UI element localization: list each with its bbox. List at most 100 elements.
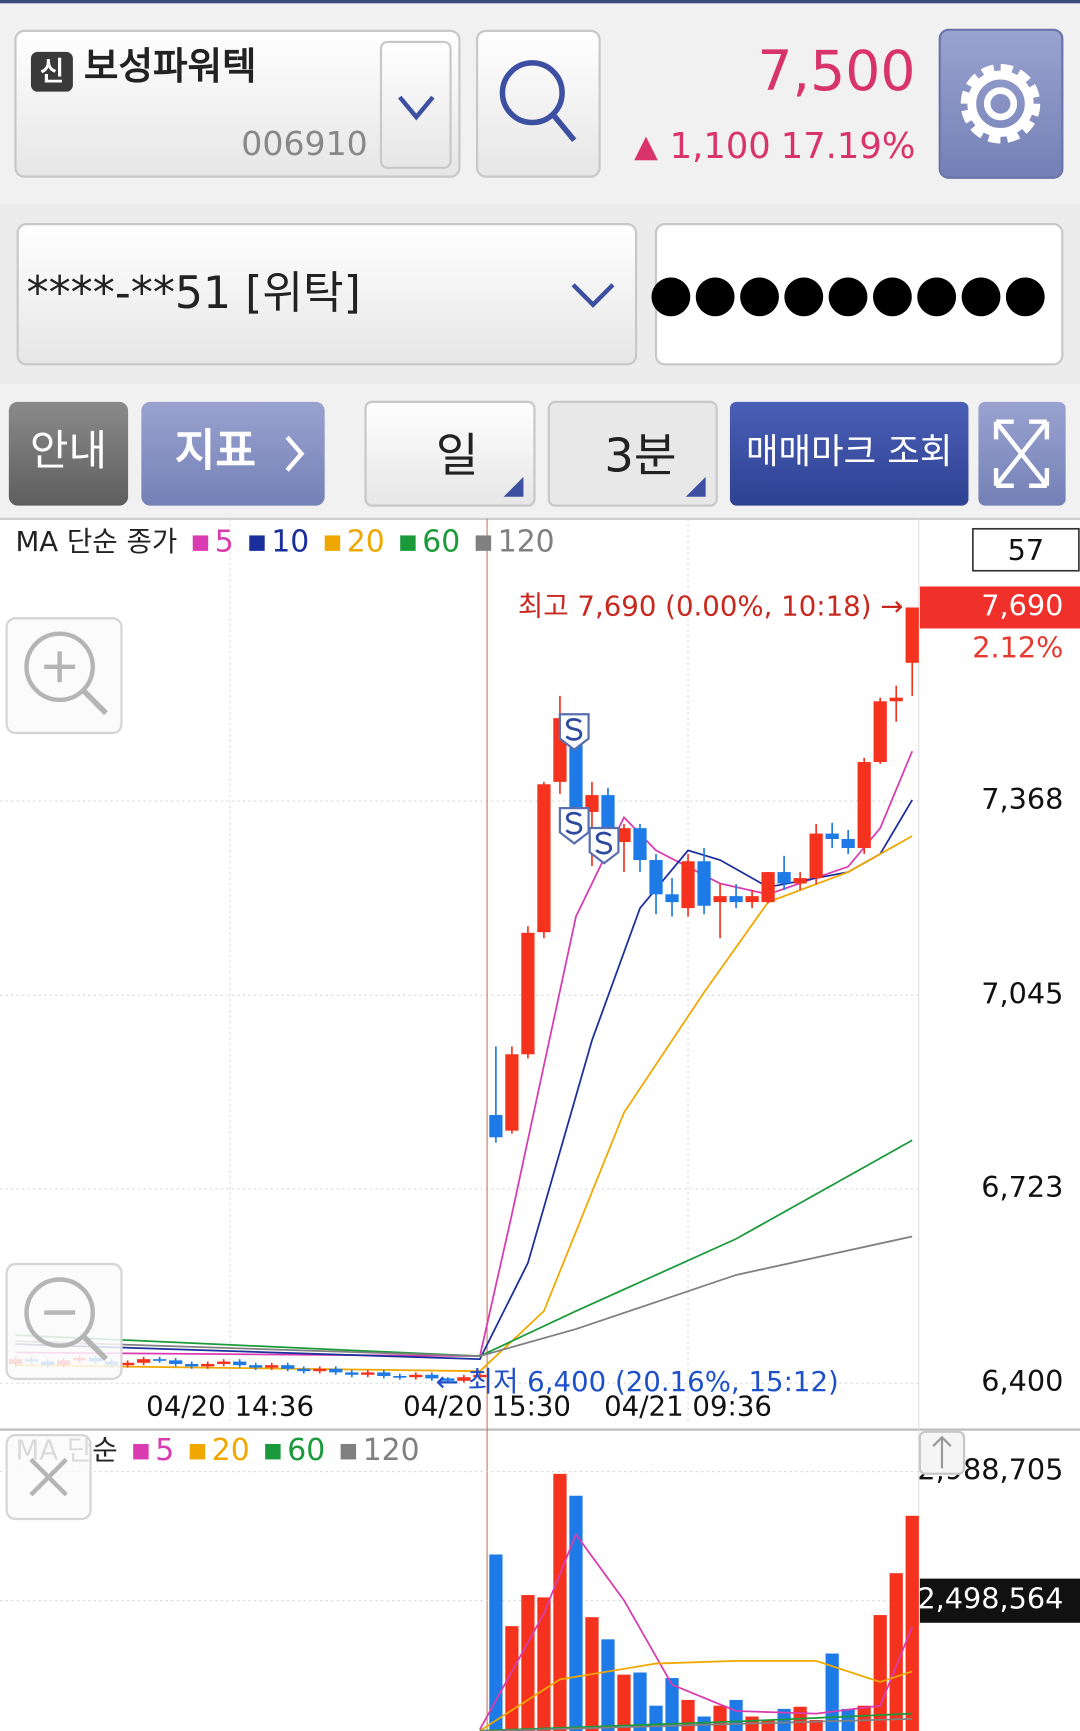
legend-label: 5 bbox=[155, 1433, 174, 1468]
password-mask: ●●●●●●●●● bbox=[649, 263, 1048, 322]
scroll-up[interactable] bbox=[918, 1430, 966, 1475]
legend-label: 120 bbox=[363, 1433, 420, 1468]
ma-line bbox=[15, 750, 914, 1358]
change-arrow: ▲ bbox=[634, 128, 658, 164]
volume-bar bbox=[617, 1674, 631, 1731]
top-bar bbox=[0, 0, 1080, 4]
candle-body bbox=[681, 861, 695, 909]
volume-bar bbox=[521, 1595, 535, 1731]
candle-body bbox=[857, 762, 871, 849]
candle-body bbox=[457, 1377, 471, 1381]
stock-code: 006910 bbox=[241, 124, 367, 163]
password-field[interactable] bbox=[654, 222, 1064, 366]
legend-swatch bbox=[265, 1443, 281, 1460]
close-panel[interactable] bbox=[5, 1434, 92, 1521]
candle-body bbox=[201, 1363, 215, 1367]
zoom-out[interactable] bbox=[5, 1262, 123, 1380]
candle-body bbox=[153, 1359, 167, 1361]
price-marker-label: 7,690 bbox=[981, 588, 1063, 622]
volume-bar bbox=[633, 1672, 647, 1731]
candle-body bbox=[169, 1360, 183, 1364]
candle-body bbox=[425, 1374, 439, 1379]
change-rate: 17.19% bbox=[781, 126, 916, 167]
search-handle bbox=[551, 113, 577, 142]
candle-body bbox=[120, 1362, 135, 1366]
candle-body bbox=[649, 860, 663, 895]
legend-swatch bbox=[400, 535, 416, 551]
legend-label: 120 bbox=[498, 525, 555, 560]
candle-body bbox=[409, 1374, 423, 1378]
ma-line bbox=[479, 1717, 913, 1731]
annotation: 최고 7,690 (0.00%, 10:18) → bbox=[518, 589, 904, 622]
volume-bar bbox=[809, 1719, 823, 1731]
y-tick-label: 6,723 bbox=[981, 1170, 1063, 1204]
candle-body bbox=[745, 896, 759, 903]
candle-body bbox=[809, 833, 823, 879]
ma-line bbox=[479, 1660, 913, 1731]
volume-bar bbox=[537, 1597, 551, 1731]
candle-body bbox=[185, 1363, 199, 1367]
badge-text: 신 bbox=[40, 56, 64, 87]
volume-bar bbox=[857, 1705, 871, 1731]
candle-body bbox=[393, 1375, 407, 1378]
candle-body bbox=[793, 878, 807, 884]
candle-body bbox=[633, 828, 647, 861]
candle-body bbox=[265, 1365, 279, 1368]
volume-bar bbox=[873, 1615, 887, 1731]
trade-mark-s bbox=[595, 831, 613, 855]
badge bbox=[30, 51, 73, 92]
mark-button[interactable] bbox=[729, 401, 969, 506]
legend-swatch bbox=[340, 1443, 357, 1460]
candle-body bbox=[537, 784, 551, 933]
candle-body bbox=[729, 896, 743, 903]
candle-body bbox=[617, 828, 631, 842]
search-icon bbox=[499, 60, 565, 126]
candle-body bbox=[825, 833, 839, 839]
legend-swatch bbox=[192, 535, 209, 551]
ma-line bbox=[479, 1532, 914, 1730]
price: 7,500 bbox=[757, 40, 915, 104]
chevron-down bbox=[571, 283, 615, 308]
candle-body bbox=[713, 896, 727, 903]
mark-label: 매매마크 조회 bbox=[746, 432, 952, 473]
legend-label: 20 bbox=[212, 1433, 250, 1468]
indicator-button[interactable] bbox=[141, 401, 325, 506]
price-marker-change: 2.12% bbox=[972, 630, 1063, 664]
candle-body bbox=[665, 894, 679, 903]
zoom-in[interactable] bbox=[5, 617, 123, 735]
y-tick-label: 7,368 bbox=[981, 782, 1063, 816]
annotation: ← 최저 6,400 (20.16%, 15:12) bbox=[436, 1365, 839, 1398]
y-tick-label: 2,498,564 bbox=[917, 1582, 1063, 1616]
ma-line bbox=[15, 1139, 913, 1358]
candle-body bbox=[313, 1368, 327, 1372]
stock-box[interactable] bbox=[14, 29, 461, 178]
candle-body bbox=[873, 701, 887, 763]
guide-button[interactable] bbox=[8, 401, 129, 506]
volume-bar bbox=[713, 1705, 727, 1731]
legend-swatch bbox=[475, 535, 492, 551]
candle-body bbox=[697, 861, 711, 906]
period-select[interactable] bbox=[364, 400, 536, 507]
volume-bar bbox=[569, 1495, 583, 1731]
x-tick-label: 04/20 15:30 bbox=[403, 1390, 571, 1423]
stock-dropdown[interactable] bbox=[379, 40, 452, 169]
legend-label: 10 bbox=[271, 525, 309, 560]
candle-body bbox=[249, 1365, 263, 1368]
chevron-down bbox=[398, 95, 435, 121]
volume-bar bbox=[601, 1639, 615, 1731]
candle-body bbox=[329, 1368, 343, 1373]
account-select[interactable] bbox=[16, 222, 638, 366]
y-tick-label: 7,045 bbox=[981, 976, 1063, 1010]
interval-select[interactable] bbox=[547, 400, 718, 507]
change: 1,100 bbox=[670, 126, 771, 167]
legend-label: 5 bbox=[215, 525, 234, 560]
count-box bbox=[972, 527, 1080, 572]
candle-body bbox=[217, 1361, 231, 1364]
search-button[interactable] bbox=[475, 29, 601, 178]
x-tick-label: 04/21 09:36 bbox=[604, 1390, 772, 1423]
settings-button[interactable] bbox=[938, 28, 1064, 179]
ma-line bbox=[15, 1235, 913, 1358]
candle-body bbox=[137, 1359, 151, 1363]
legend-title: MA 단순 종가 bbox=[15, 525, 177, 558]
